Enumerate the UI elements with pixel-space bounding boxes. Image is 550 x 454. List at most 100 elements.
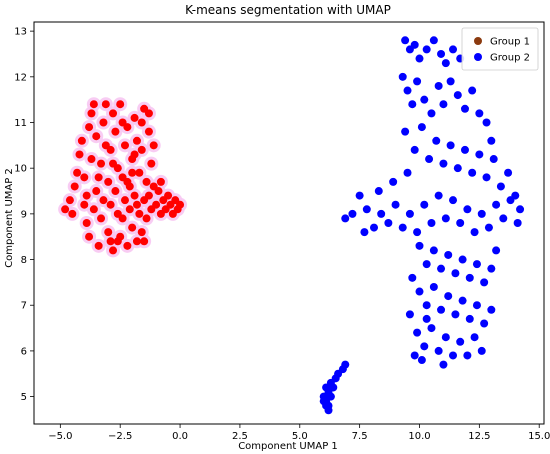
group-2-point bbox=[492, 246, 501, 255]
legend-label-group-1: Group 1 bbox=[490, 37, 530, 48]
group-2-point bbox=[331, 374, 340, 383]
group-2-point bbox=[362, 205, 371, 214]
group-2-point bbox=[458, 255, 467, 264]
group-2-point bbox=[444, 250, 453, 259]
group-2-point bbox=[441, 214, 450, 223]
group-1-point bbox=[109, 109, 118, 118]
group-2-point bbox=[516, 205, 525, 214]
group-2-point bbox=[425, 155, 434, 164]
legend-box bbox=[461, 27, 539, 71]
group-2-point bbox=[401, 127, 410, 136]
group-1-point bbox=[137, 228, 146, 237]
group-1-point bbox=[82, 219, 91, 227]
group-2-point bbox=[360, 228, 369, 237]
group-2-point bbox=[410, 351, 419, 360]
group-2-point bbox=[499, 214, 508, 223]
group-2-point bbox=[482, 118, 491, 127]
group-1-point bbox=[109, 246, 118, 255]
group-1-point bbox=[92, 187, 101, 196]
group-1-point bbox=[120, 196, 129, 205]
group-2-point bbox=[487, 264, 496, 273]
legend: Group 1 Group 2 bbox=[461, 27, 539, 71]
x-tick-label: 15.0 bbox=[528, 431, 550, 442]
group-2-point bbox=[384, 219, 393, 227]
group-2-point bbox=[427, 109, 436, 118]
group-1-point bbox=[164, 191, 173, 200]
group-2-point bbox=[463, 205, 472, 214]
group-2-point bbox=[355, 191, 364, 200]
group-1-point bbox=[68, 209, 77, 218]
x-tick-label: −2.5 bbox=[108, 431, 132, 442]
group-1-point bbox=[113, 237, 122, 246]
group-1-point bbox=[80, 200, 89, 209]
group-2-point bbox=[326, 392, 335, 401]
group-1-point bbox=[89, 100, 98, 109]
group-2-point bbox=[389, 177, 398, 186]
group-2-point bbox=[427, 219, 436, 227]
group-1-point bbox=[123, 241, 132, 250]
group-2-point bbox=[460, 145, 469, 154]
group-1-point bbox=[125, 205, 134, 214]
group-2-point bbox=[465, 314, 474, 323]
group-1-point bbox=[118, 214, 127, 223]
group-2-point bbox=[463, 351, 472, 360]
group-2-point bbox=[449, 45, 458, 54]
legend-marker-group-1 bbox=[474, 37, 482, 45]
group-2-point bbox=[451, 269, 460, 278]
group-1-point bbox=[70, 182, 79, 191]
x-tick-label: 2.5 bbox=[232, 431, 248, 442]
group-2-point bbox=[408, 273, 417, 282]
group-1-point bbox=[137, 118, 146, 127]
group-1-point bbox=[128, 223, 137, 232]
group-2-point bbox=[472, 301, 481, 310]
group-1-point bbox=[111, 187, 120, 196]
group-1-point bbox=[154, 187, 163, 196]
group-2-point bbox=[413, 77, 422, 86]
points-layer bbox=[61, 36, 525, 415]
group-2-point bbox=[377, 209, 386, 218]
group-1-point bbox=[87, 155, 96, 164]
group-2-point bbox=[405, 310, 414, 319]
group-2-point bbox=[465, 273, 474, 282]
group-1-point bbox=[135, 168, 144, 177]
group-2-point bbox=[429, 246, 438, 255]
group-2-point bbox=[487, 136, 496, 145]
group-2-point bbox=[482, 173, 491, 182]
group-2-point bbox=[468, 168, 477, 177]
group-2-point bbox=[439, 100, 448, 109]
group-2-point bbox=[444, 292, 453, 301]
group-1-point bbox=[142, 177, 151, 186]
group-2-point bbox=[480, 278, 489, 287]
group-2-point bbox=[475, 109, 484, 118]
y-tick-label: 13 bbox=[14, 27, 27, 38]
group-1-point bbox=[156, 177, 165, 186]
group-2-point bbox=[446, 141, 455, 150]
group-2-point bbox=[329, 383, 338, 392]
y-axis-ticks: 5 6 7 8 9 10 11 12 13 bbox=[14, 27, 34, 403]
group-1-point bbox=[144, 191, 153, 200]
group-2-point bbox=[453, 164, 462, 173]
group-2-point bbox=[374, 187, 383, 196]
group-1-point bbox=[116, 100, 125, 109]
x-axis-ticks: −5.0 −2.5 0.0 2.5 5.0 7.5 10.0 12.5 15.0 bbox=[48, 424, 550, 442]
group-2-point bbox=[472, 260, 481, 269]
group-2-point bbox=[437, 49, 446, 58]
legend-marker-group-2 bbox=[474, 53, 482, 61]
group-1-point bbox=[111, 127, 120, 136]
group-1-point bbox=[109, 159, 118, 168]
group-2-point bbox=[420, 95, 429, 104]
group-2-point bbox=[437, 305, 446, 314]
group-2-point bbox=[401, 36, 410, 45]
group-2-point bbox=[458, 296, 467, 305]
group-1-point bbox=[152, 200, 161, 209]
group-2-point bbox=[417, 123, 426, 132]
group-1-point bbox=[137, 145, 146, 154]
group-2-point bbox=[504, 168, 513, 177]
group-1-point bbox=[149, 141, 158, 150]
group-1-point bbox=[97, 214, 106, 223]
y-axis-label: Component UMAP 2 bbox=[4, 168, 15, 268]
group-2-point bbox=[470, 228, 479, 237]
group-2-point bbox=[449, 196, 458, 205]
y-tick-label: 6 bbox=[21, 346, 27, 357]
